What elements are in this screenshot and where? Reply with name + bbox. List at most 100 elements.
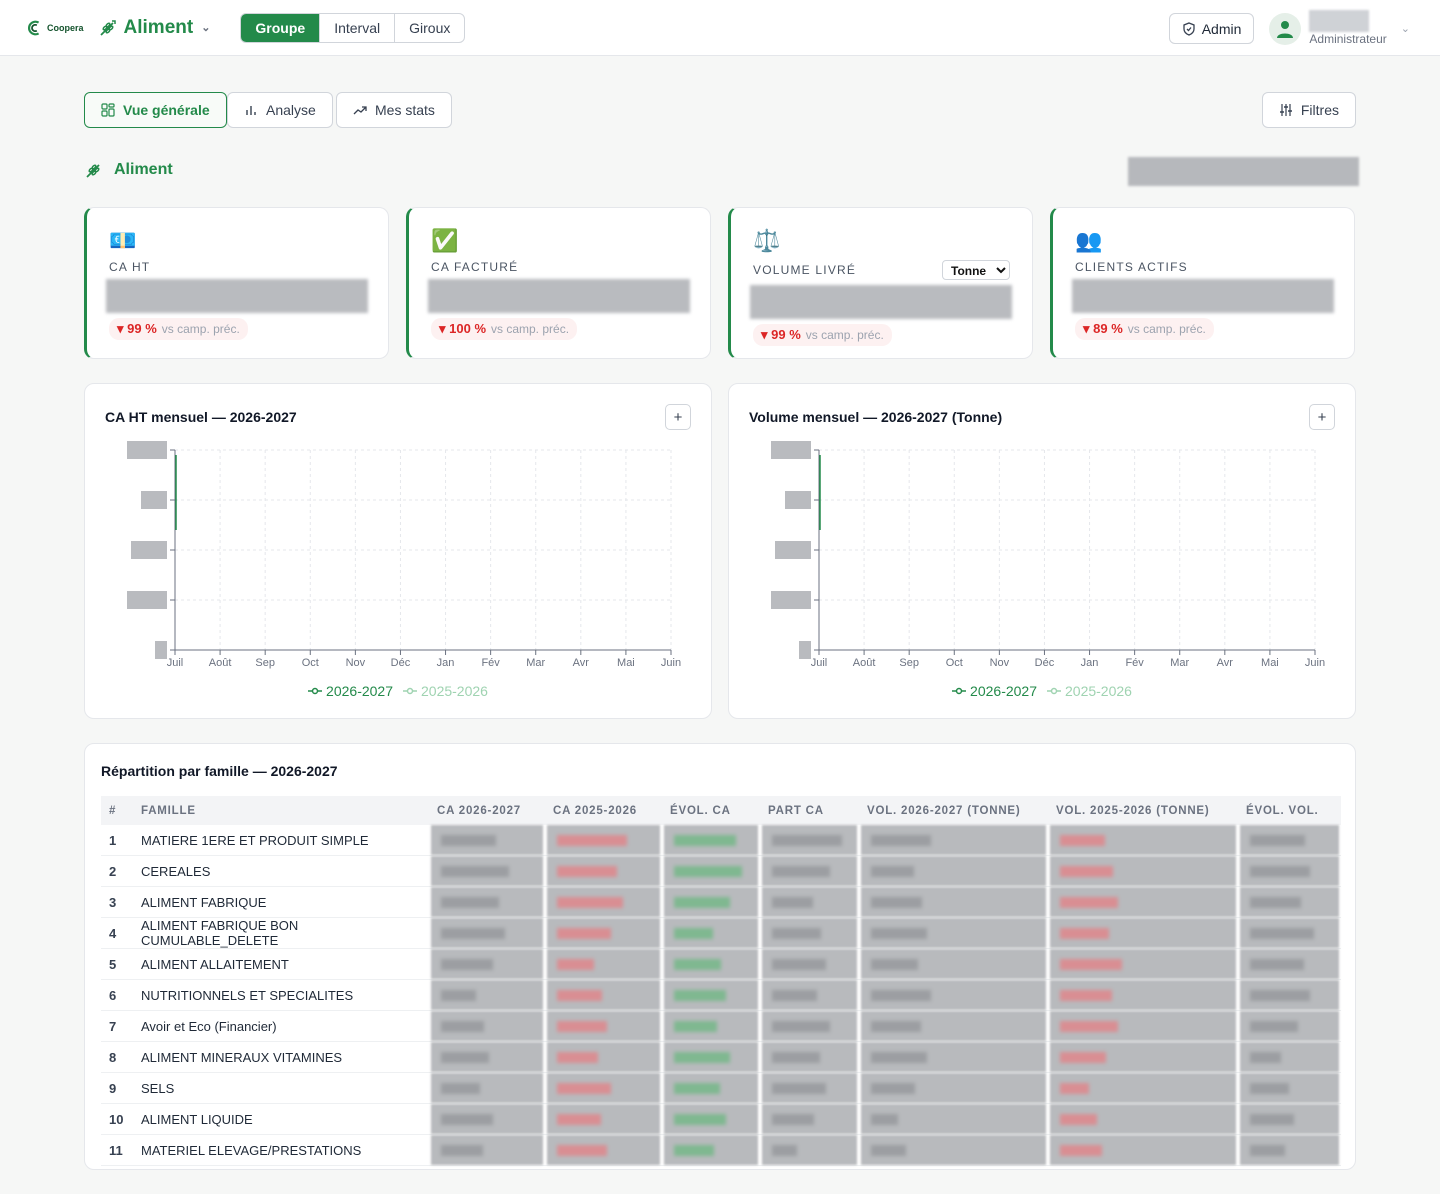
chevron-down-icon: ⌄ xyxy=(1400,23,1410,35)
x-tick-label: Avr xyxy=(573,657,590,669)
column-header[interactable]: CA 2026-2027 xyxy=(437,804,521,817)
volume-line-chart: Juil Août Sep Oct Nov Déc Jan Fév Mar Avr Mai Juin xyxy=(771,441,1325,669)
family-name: MATIERE 1ERE ET PRODUIT SIMPLE xyxy=(141,832,369,848)
scale-icon: ⚖️ xyxy=(753,228,781,253)
column-header[interactable]: VOL. 2026-2027 (TONNE) xyxy=(867,804,1021,817)
segment-giroux[interactable]: Giroux xyxy=(409,19,451,36)
column-header[interactable]: ÉVOL. CA xyxy=(670,804,731,817)
family-name: ALIMENT ALLAITEMENT xyxy=(141,956,289,972)
kpi-change: ▾ 99 % xyxy=(761,327,801,342)
table-row[interactable]: 11 MATERIEL ELEVAGE/PRESTATIONS xyxy=(101,1135,1341,1166)
legend-item-current[interactable]: 2026-2027 xyxy=(308,683,393,699)
redacted-cell xyxy=(760,825,859,856)
redacted-cell xyxy=(545,856,662,887)
euro-icon: 💶 xyxy=(109,228,137,253)
redacted-cell xyxy=(662,918,760,949)
tab-analyse[interactable]: Analyse xyxy=(227,92,333,128)
column-header[interactable]: FAMILLE xyxy=(141,804,196,817)
table-row[interactable]: 8 ALIMENT MINERAUX VITAMINES xyxy=(101,1042,1341,1073)
redacted-cell xyxy=(1238,887,1341,918)
row-index: 8 xyxy=(109,1049,117,1065)
redacted-value xyxy=(1050,1042,1236,1073)
redacted-value xyxy=(547,1135,660,1166)
legend-item-previous[interactable]: 2025-2026 xyxy=(1047,683,1132,699)
redacted-cell xyxy=(1048,1011,1238,1042)
section-title: Aliment xyxy=(84,160,173,180)
redacted-cell xyxy=(1238,1042,1341,1073)
redacted-cell xyxy=(429,1073,545,1104)
trending-up-icon xyxy=(353,106,367,115)
kpi-value-redacted xyxy=(106,279,368,313)
app-switcher[interactable]: Aliment ⌄ xyxy=(98,16,211,39)
family-name: ALIMENT FABRIQUE BON CUMULABLE_DELETE xyxy=(141,918,299,949)
top-bar: Coopera Aliment ⌄ Groupe Interval Giroux… xyxy=(0,0,1440,56)
tab-vue-generale[interactable]: Vue générale xyxy=(84,92,227,128)
column-header[interactable]: # xyxy=(109,804,117,817)
redacted-cell xyxy=(859,1011,1048,1042)
expand-chart-button[interactable]: + xyxy=(665,404,691,430)
legend-item-current[interactable]: 2026-2027 xyxy=(952,683,1037,699)
column-header[interactable]: VOL. 2025-2026 (TONNE) xyxy=(1056,804,1210,817)
tab-mes-stats[interactable]: Mes stats xyxy=(336,92,452,128)
redacted-value xyxy=(1240,1135,1339,1166)
redacted-value xyxy=(861,887,1046,918)
y-tick-label-redacted xyxy=(127,591,167,609)
redacted-cell xyxy=(662,887,760,918)
column-header[interactable]: ÉVOL. VOL. xyxy=(1246,804,1319,817)
kpi-label: CLIENTS ACTIFS xyxy=(1075,260,1188,274)
family-name: ALIMENT LIQUIDE xyxy=(141,1111,253,1127)
table-row[interactable]: 3 ALIMENT FABRIQUE xyxy=(101,887,1341,918)
table-row[interactable]: 2 CEREALES xyxy=(101,856,1341,887)
chevron-down-icon: ⌄ xyxy=(201,22,211,34)
redacted-cell xyxy=(1048,918,1238,949)
table-row[interactable]: 1 MATIERE 1ERE ET PRODUIT SIMPLE xyxy=(101,825,1341,856)
redacted-value xyxy=(762,1104,857,1135)
table-row[interactable]: 5 ALIMENT ALLAITEMENT xyxy=(101,949,1341,980)
table-row[interactable]: 10 ALIMENT LIQUIDE xyxy=(101,1104,1341,1135)
expand-chart-button[interactable]: + xyxy=(1309,404,1335,430)
table-row[interactable]: 7 Avoir et Eco (Financier) xyxy=(101,1011,1341,1042)
legend-item-previous[interactable]: 2025-2026 xyxy=(403,683,488,699)
redacted-cell xyxy=(662,1011,760,1042)
y-tick-label-redacted xyxy=(799,641,811,659)
table-row[interactable]: 4 ALIMENT FABRIQUE BON CUMULABLE_DELETE xyxy=(101,918,1341,949)
coopera-logo[interactable]: Coopera xyxy=(26,19,84,37)
redacted-cell xyxy=(545,980,662,1011)
redacted-cell xyxy=(1238,1104,1341,1135)
filters-button[interactable]: Filtres xyxy=(1261,92,1356,128)
user-name-redacted xyxy=(1309,10,1370,32)
redacted-value xyxy=(664,980,758,1011)
table-row[interactable]: 6 NUTRITIONNELS ET SPECIALITES xyxy=(101,980,1341,1011)
redacted-cell xyxy=(662,980,760,1011)
x-tick-label: Nov xyxy=(346,657,366,669)
app-name: Aliment xyxy=(123,16,194,38)
user-menu[interactable]: Administrateur ⌄ xyxy=(1269,10,1410,47)
x-tick-label: Oct xyxy=(302,657,319,669)
redacted-value xyxy=(547,949,660,980)
table-row[interactable]: 9 SELS xyxy=(101,1073,1341,1104)
column-header[interactable]: CA 2025-2026 xyxy=(553,804,637,817)
redacted-cell xyxy=(429,1104,545,1135)
redacted-value xyxy=(431,1073,543,1104)
row-index: 5 xyxy=(109,956,117,972)
row-index: 3 xyxy=(109,894,117,910)
chart-title: Volume mensuel — 2026-2027 (Tonne) xyxy=(749,409,1003,425)
row-index: 7 xyxy=(109,1018,117,1034)
redacted-value xyxy=(1050,980,1236,1011)
kpi-value-redacted xyxy=(1072,279,1334,313)
x-tick-label: Fév xyxy=(1125,657,1144,669)
kpi-card-volume-livre: ⚖️ VOLUME LIVRÉ Tonne ▾ 99 % vs camp. pr… xyxy=(728,207,1033,359)
redacted-cell xyxy=(545,1011,662,1042)
segment-groupe[interactable]: Groupe xyxy=(241,13,321,42)
unit-select[interactable]: Tonne xyxy=(942,260,1010,280)
redacted-cell xyxy=(662,1135,760,1166)
column-header[interactable]: PART CA xyxy=(768,804,824,817)
admin-button[interactable]: Admin xyxy=(1168,13,1255,44)
segment-interval[interactable]: Interval xyxy=(320,13,396,42)
redacted-cell xyxy=(859,1104,1048,1135)
redacted-cell xyxy=(1238,825,1341,856)
redacted-value xyxy=(762,918,857,949)
redacted-value xyxy=(861,1011,1046,1042)
redacted-value xyxy=(431,1104,543,1135)
redacted-value xyxy=(1050,1073,1236,1104)
